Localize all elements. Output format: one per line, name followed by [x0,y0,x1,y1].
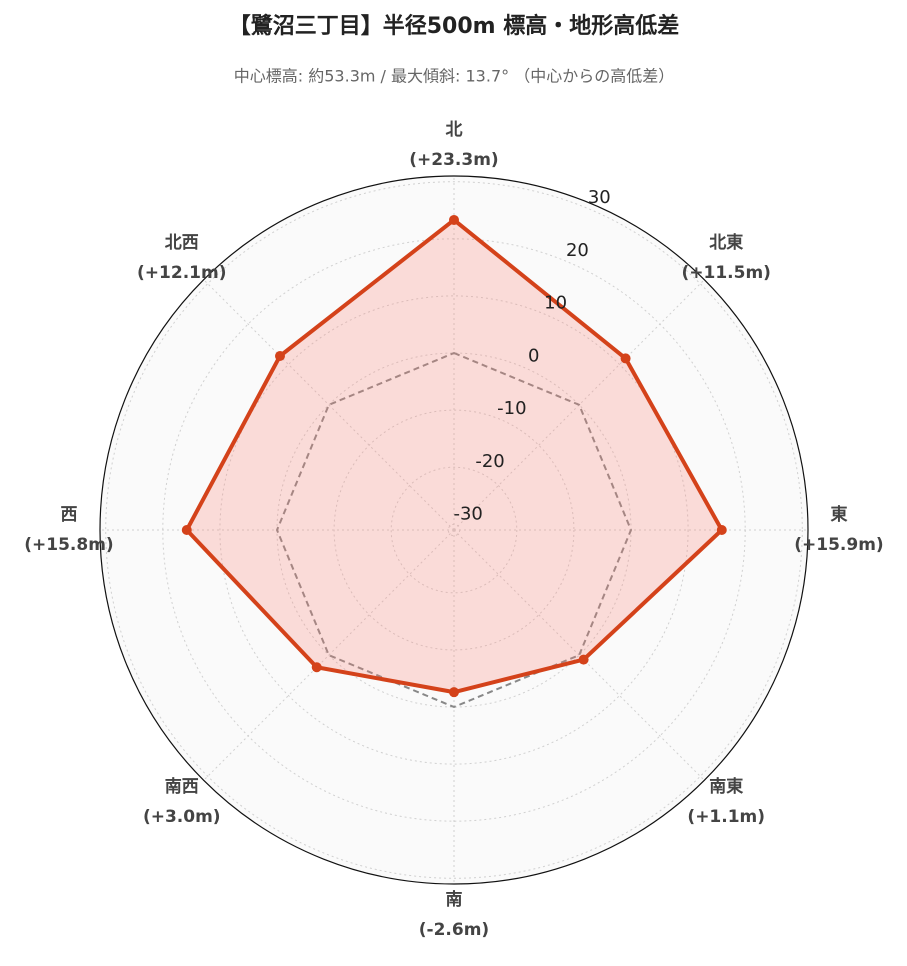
r-tick-label: 20 [566,240,589,261]
value-label: (+15.9m) [794,535,883,555]
grid-circle [219,295,689,765]
r-tick-label: 0 [528,345,539,366]
r-tick-label: 10 [544,293,567,314]
chart-subtitle: 中心標高: 約53.3m / 最大傾斜: 13.7° （中心からの高低差） [234,67,674,86]
value-label: (-2.6m) [419,920,489,940]
spoke [203,529,455,781]
r-tick-label: -20 [475,451,504,472]
category-label: 西 [61,505,78,525]
grid-circle [333,409,575,651]
grid-circle [105,181,803,879]
value-label: (+12.1m) [137,263,226,283]
category-label: 北 [446,120,463,140]
point [181,525,192,535]
point [449,214,459,225]
point [620,353,631,364]
category-label: 南 [446,889,463,910]
spoke [453,529,705,781]
r-tick-label: -10 [497,398,526,419]
reference-line [276,352,632,708]
point [274,350,285,361]
point [449,687,459,698]
value-label: (+11.5m) [682,263,771,283]
point [311,662,322,673]
r-tick-label: -30 [453,504,482,525]
plot-border [99,175,809,885]
grid-circle [390,466,518,594]
category-label: 南東 [709,776,743,797]
value-label: (+23.3m) [409,150,498,170]
r-tick-label: 30 [588,187,611,208]
point [716,525,727,535]
value-label: (+3.0m) [143,807,221,827]
value-label: (+15.8m) [24,535,113,555]
category-label: 南西 [165,776,199,797]
category-label: 北東 [709,232,743,253]
chart-title: 【鷺沼三丁目】半径500m 標高・地形高低差 [229,13,680,39]
spoke [203,279,455,531]
category-label: 東 [831,504,848,525]
category-label: 北西 [165,233,199,253]
point [578,654,589,665]
value-label: (+1.1m) [687,807,765,827]
